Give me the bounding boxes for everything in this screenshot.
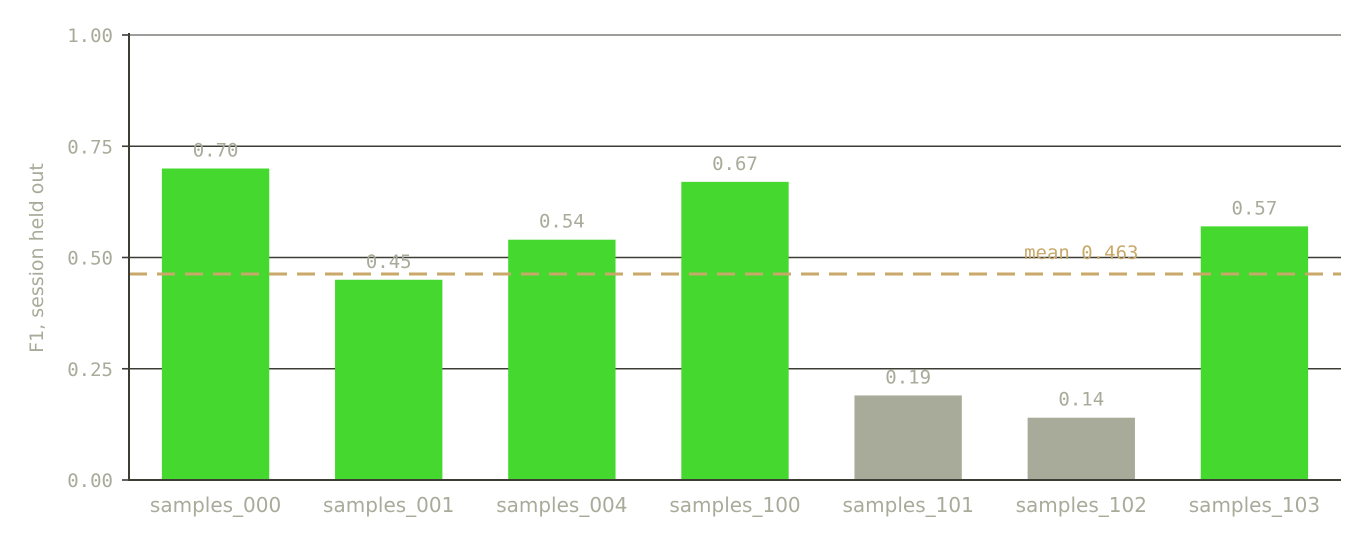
x-category-label: samples_000 — [150, 493, 281, 517]
y-axis-title: F1, session held out — [26, 163, 48, 353]
x-category-label: samples_001 — [323, 493, 454, 517]
y-tick-label: 1.00 — [67, 25, 113, 47]
bar-value-label: 0.14 — [1058, 389, 1104, 411]
bar — [161, 168, 270, 480]
bar — [854, 395, 962, 480]
bar-value-label: 0.57 — [1232, 197, 1278, 219]
x-category-label: samples_102 — [1016, 493, 1147, 517]
bar — [1200, 226, 1309, 480]
bar — [1027, 417, 1135, 480]
y-tick-label: 0.50 — [67, 248, 113, 270]
x-category-label: samples_101 — [842, 493, 973, 517]
x-category-label: samples_100 — [669, 493, 800, 517]
bar-value-label: 0.70 — [193, 140, 239, 162]
bar — [681, 181, 789, 480]
labels: 0.00 0.25 0.50 0.75 1.00 0.70 samples_000 0.45 s… — [67, 25, 1320, 517]
bar — [335, 279, 443, 480]
y-tick-label: 0.00 — [67, 470, 113, 492]
bar-value-label: 0.19 — [885, 366, 931, 388]
bar-value-label: 0.67 — [712, 153, 758, 175]
y-tick-label: 0.25 — [67, 359, 113, 381]
x-category-label: samples_004 — [496, 493, 627, 517]
x-category-label: samples_103 — [1189, 493, 1320, 517]
bar-value-label: 0.45 — [366, 251, 412, 273]
bars — [129, 168, 1341, 480]
bar-value-label: 0.54 — [539, 211, 585, 233]
bar — [508, 239, 616, 480]
axes — [122, 33, 1341, 481]
mean-line-label: mean 0.463 — [1024, 242, 1138, 264]
y-tick-label: 0.75 — [67, 136, 113, 158]
